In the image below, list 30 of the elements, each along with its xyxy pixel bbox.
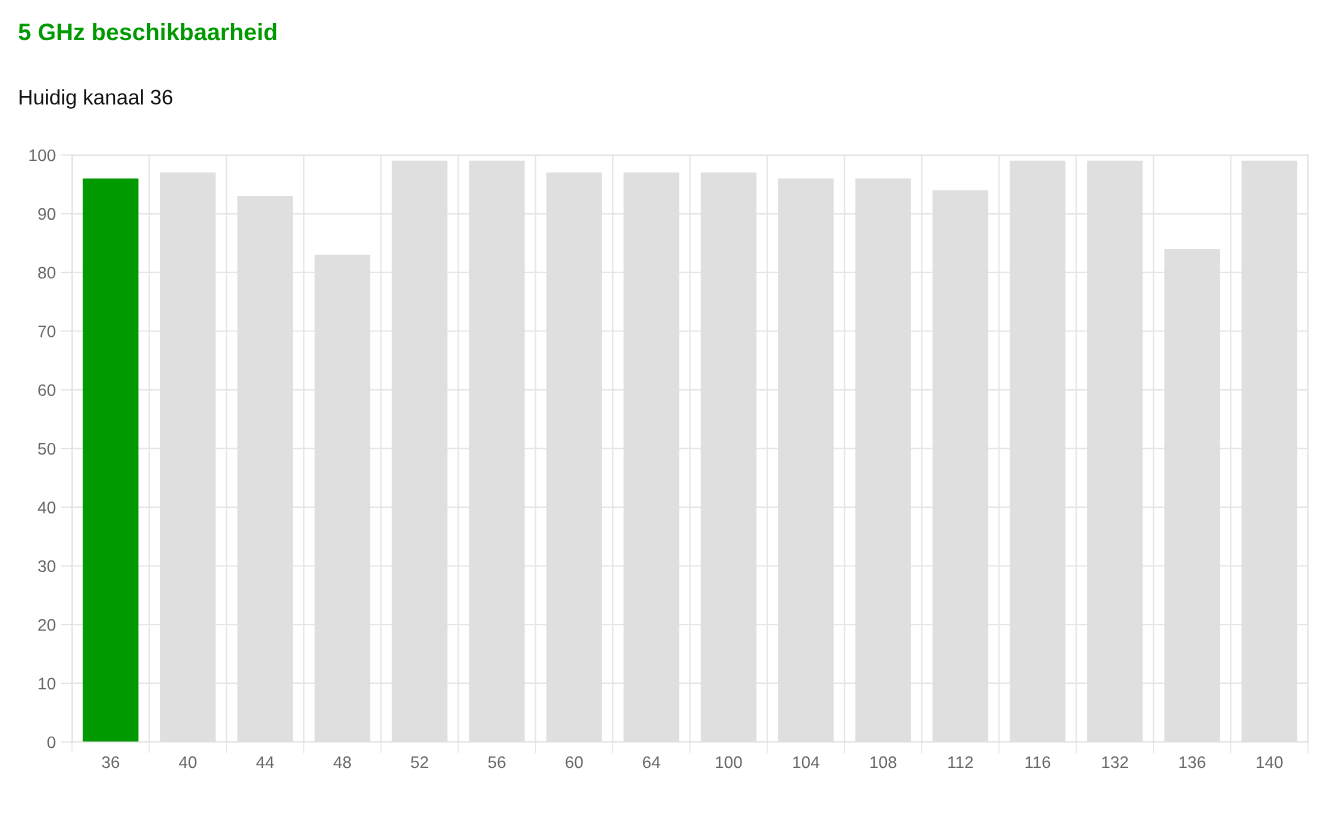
x-tick-label: 140 [1256,756,1283,769]
x-tick-label: 52 [411,756,429,769]
x-tick-label: 112 [948,756,973,768]
x-tick-label: 116 [1025,756,1051,769]
y-tick-label: 20 [38,619,56,631]
x-tick-label: 132 [1102,756,1128,769]
y-tick-label: 10 [38,677,56,690]
x-tick-label: 44 [256,756,274,768]
bar [82,178,139,742]
x-tick-label: 136 [1179,756,1206,769]
x-tick-label: 60 [565,756,583,769]
x-tick-label: 108 [870,756,897,769]
x-tick-label: 64 [642,756,661,769]
y-tick-label: 60 [38,384,56,396]
x-tick-label: 100 [715,756,742,769]
chart-title: 5 GHz beschikbaarheid [18,23,277,41]
x-tick-label: 48 [333,756,351,769]
y-tick-label: 0 [47,736,56,749]
y-tick-label: 40 [37,501,56,514]
y-tick-label: 30 [38,560,56,573]
x-tick-label: 36 [101,756,120,769]
chart-subtitle: Huidig kanaal 36 [19,89,173,109]
x-tick-label: 56 [488,756,506,769]
y-tick-label: 50 [38,442,56,455]
y-tick-label: 70 [38,325,56,338]
x-tick-label: 104 [793,756,820,769]
x-tick-label: 40 [178,756,197,769]
y-tick-label: 90 [38,208,56,220]
y-tick-label: 100 [29,149,56,162]
y-tick-label: 80 [38,266,56,279]
